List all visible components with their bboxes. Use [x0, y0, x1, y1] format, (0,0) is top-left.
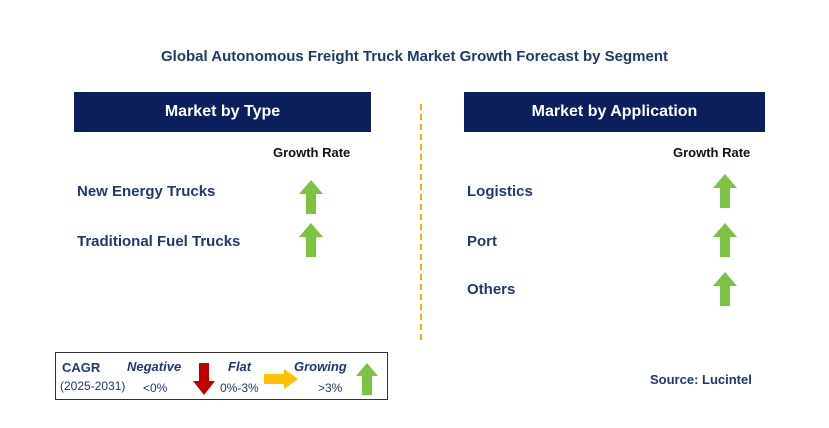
down-arrow-icon	[193, 363, 215, 395]
application-item-port: Port	[467, 233, 497, 250]
up-arrow-icon	[713, 174, 737, 208]
right-growth-rate-label: Growth Rate	[673, 145, 751, 160]
legend-flat-label: Flat	[228, 359, 252, 374]
up-arrow-icon	[299, 180, 323, 214]
up-arrow-icon	[299, 223, 323, 257]
legend-period: (2025-2031)	[60, 379, 126, 393]
source-label: Source: Lucintel	[650, 372, 752, 387]
type-item-new-energy-trucks: New Energy Trucks	[77, 183, 216, 200]
up-arrow-icon	[713, 272, 737, 306]
legend-flat-range: 0%-3%	[220, 381, 259, 395]
market-by-type-header: Market by Type	[74, 92, 371, 132]
application-item-logistics: Logistics	[467, 183, 533, 200]
legend-growing-label: Growing	[294, 359, 347, 374]
legend-growing-range: >3%	[318, 381, 343, 395]
left-growth-rate-label: Growth Rate	[273, 145, 351, 160]
legend-negative-range: <0%	[143, 381, 168, 395]
market-by-application-header: Market by Application	[464, 92, 765, 132]
type-item-traditional-fuel-trucks: Traditional Fuel Trucks	[77, 233, 241, 250]
panel-divider	[420, 104, 422, 340]
legend-negative-label: Negative	[127, 359, 182, 374]
cagr-legend: CAGR (2025-2031) Negative <0% Flat 0%-3%…	[55, 352, 388, 400]
legend-cagr-label: CAGR	[62, 360, 101, 375]
up-arrow-icon	[356, 363, 378, 395]
application-item-others: Others	[467, 281, 516, 298]
up-arrow-icon	[713, 223, 737, 257]
page-title: Global Autonomous Freight Truck Market G…	[160, 48, 668, 65]
right-arrow-icon	[264, 369, 298, 389]
